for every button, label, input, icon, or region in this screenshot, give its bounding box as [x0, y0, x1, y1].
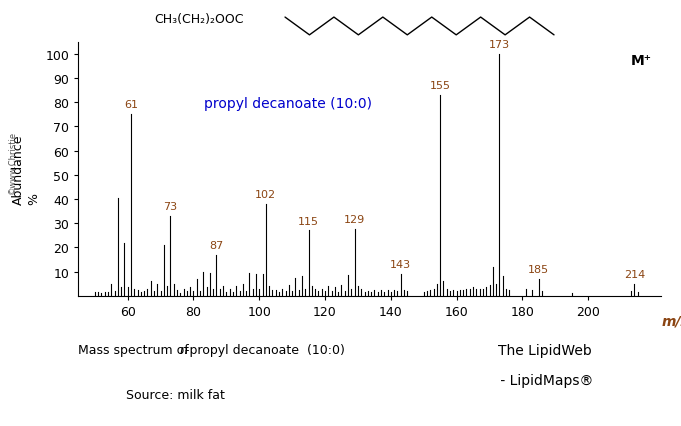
- Text: M⁺: M⁺: [631, 54, 652, 68]
- Text: n: n: [179, 343, 187, 356]
- Text: 143: 143: [390, 259, 411, 270]
- Text: ©www.Christie: ©www.Christie: [7, 130, 17, 193]
- Text: 214: 214: [624, 269, 645, 279]
- Text: 185: 185: [528, 265, 550, 274]
- Text: 87: 87: [209, 240, 223, 250]
- Text: 129: 129: [344, 215, 365, 225]
- Text: 115: 115: [298, 216, 319, 226]
- Text: 73: 73: [163, 201, 178, 212]
- Text: propyl decanoate (10:0): propyl decanoate (10:0): [204, 97, 372, 111]
- Y-axis label: Abundance
%: Abundance %: [12, 134, 40, 204]
- Text: - LipidMaps®: - LipidMaps®: [496, 373, 593, 387]
- Text: Source: milk fat: Source: milk fat: [126, 388, 225, 400]
- Text: 173: 173: [489, 40, 510, 50]
- Text: Mass spectrum of: Mass spectrum of: [78, 343, 193, 356]
- Text: 61: 61: [124, 100, 138, 110]
- Text: 155: 155: [430, 81, 451, 91]
- Text: m/z: m/z: [662, 314, 681, 328]
- Text: The LipidWeb: The LipidWeb: [498, 343, 592, 357]
- Text: CH₃(CH₂)₂OOC: CH₃(CH₂)₂OOC: [154, 13, 244, 26]
- Text: -propyl decanoate  (10:0): -propyl decanoate (10:0): [185, 343, 345, 356]
- Text: 102: 102: [255, 190, 276, 199]
